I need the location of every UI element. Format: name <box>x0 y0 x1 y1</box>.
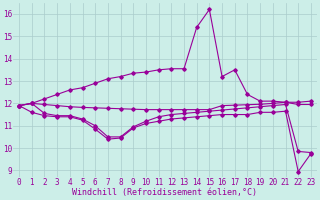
X-axis label: Windchill (Refroidissement éolien,°C): Windchill (Refroidissement éolien,°C) <box>72 188 258 197</box>
